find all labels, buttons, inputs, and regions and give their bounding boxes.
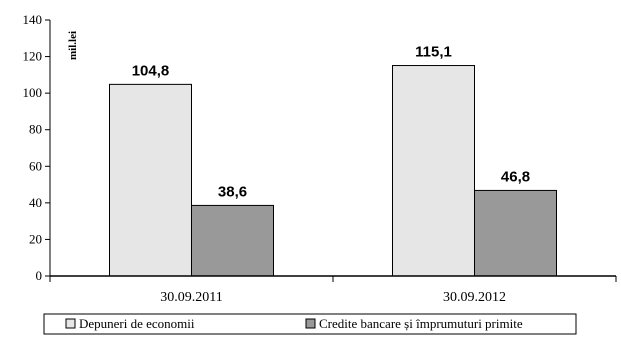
y-tick-label: 80 bbox=[29, 122, 42, 137]
y-axis: 0 20 40 60 80 100 120 140 bbox=[23, 12, 51, 283]
legend-swatch bbox=[65, 318, 76, 329]
data-label: 38,6 bbox=[218, 183, 247, 200]
y-tick-label: 100 bbox=[23, 85, 43, 100]
bar-credite-1 bbox=[474, 189, 557, 277]
legend-swatch bbox=[305, 318, 316, 329]
bars-group: 104,8 38,6 115,1 46,8 bbox=[109, 44, 557, 277]
y-axis-unit-label: mil.lei bbox=[67, 31, 79, 60]
data-label: 46,8 bbox=[501, 168, 530, 185]
legend-label: Depuneri de economii bbox=[79, 316, 195, 331]
y-tick-label: 40 bbox=[29, 195, 42, 210]
x-category-label: 30.09.2011 bbox=[160, 290, 222, 305]
legend-label: Credite bancare și împrumuturi primite bbox=[319, 316, 523, 331]
bar-depuneri-0 bbox=[109, 83, 192, 277]
bar-credite-0 bbox=[191, 204, 274, 277]
y-tick-label: 140 bbox=[23, 12, 43, 27]
y-tick-label: 20 bbox=[29, 231, 42, 246]
y-tick-label: 120 bbox=[23, 49, 43, 64]
data-label: 115,1 bbox=[415, 44, 452, 61]
y-tick-label: 0 bbox=[36, 268, 43, 283]
legend: Depuneri de economii Credite bancare și î… bbox=[43, 313, 577, 335]
y-tick-label: 60 bbox=[29, 158, 42, 173]
data-label: 104,8 bbox=[132, 62, 170, 79]
bar-depuneri-1 bbox=[392, 65, 475, 277]
x-axis: 30.09.2011 30.09.2012 bbox=[49, 275, 617, 305]
x-category-label: 30.09.2012 bbox=[443, 290, 506, 305]
